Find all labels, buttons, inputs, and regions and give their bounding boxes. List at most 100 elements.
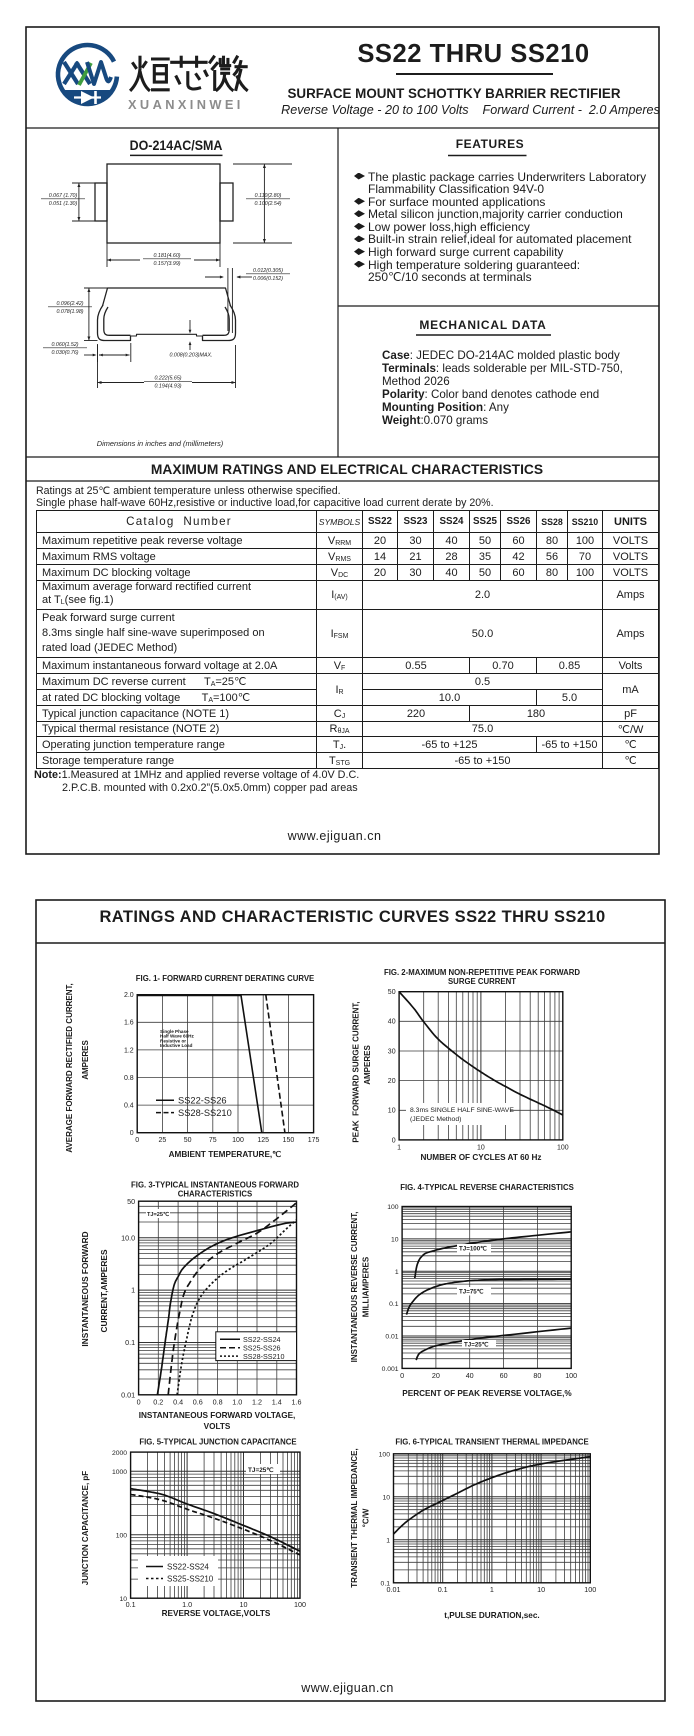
svg-text:0.01: 0.01 — [121, 1390, 135, 1399]
svg-text:0.051 (1.30): 0.051 (1.30) — [49, 201, 78, 207]
svg-text:0.001: 0.001 — [382, 1366, 399, 1373]
svg-text:2000: 2000 — [112, 1450, 127, 1457]
svg-text:1.4: 1.4 — [272, 1397, 282, 1406]
svg-text:10: 10 — [120, 1596, 128, 1603]
svg-text:t,PULSE DURATION,sec.: t,PULSE DURATION,sec. — [444, 1611, 539, 1620]
svg-text:MILLIAMPERES: MILLIAMPERES — [362, 1256, 371, 1317]
svg-text:0.1: 0.1 — [125, 1338, 135, 1347]
svg-text:100: 100 — [294, 1600, 306, 1609]
svg-text:0.030(0.76): 0.030(0.76) — [51, 350, 78, 356]
svg-text:0: 0 — [400, 1371, 404, 1380]
svg-text:10: 10 — [477, 1144, 485, 1151]
svg-text:REVERSE VOLTAGE,VOLTS: REVERSE VOLTAGE,VOLTS — [162, 1609, 271, 1618]
svg-text:0.8: 0.8 — [213, 1397, 223, 1406]
svg-text:75: 75 — [209, 1137, 217, 1144]
svg-text:0: 0 — [135, 1137, 139, 1144]
svg-text:SS22-SS26: SS22-SS26 — [178, 1096, 227, 1106]
svg-text:XUANXINWEI: XUANXINWEI — [128, 97, 244, 112]
svg-text:0.01: 0.01 — [387, 1585, 401, 1594]
svg-text:0: 0 — [130, 1130, 134, 1137]
svg-text:175: 175 — [308, 1137, 320, 1144]
svg-text:100: 100 — [116, 1532, 128, 1539]
svg-text:SS22-SS24: SS22-SS24 — [243, 1335, 281, 1344]
svg-text:INSTANTANEOUS REVERSE CURRENT,: INSTANTANEOUS REVERSE CURRENT, — [350, 1212, 359, 1363]
svg-text:0: 0 — [137, 1397, 141, 1406]
svg-text:CURRENT,AMPERES: CURRENT,AMPERES — [99, 1249, 109, 1332]
svg-text:0.4: 0.4 — [173, 1397, 183, 1406]
svg-text:Single Phase: Single Phase — [160, 1029, 189, 1034]
svg-text:SS25-SS26: SS25-SS26 — [243, 1343, 281, 1352]
svg-text:10: 10 — [537, 1585, 545, 1594]
svg-text:125: 125 — [257, 1137, 269, 1144]
svg-text:60: 60 — [500, 1371, 508, 1380]
svg-text:SS22-SS24: SS22-SS24 — [167, 1563, 209, 1572]
svg-text:Inductive Load: Inductive Load — [160, 1043, 193, 1048]
svg-text:100: 100 — [584, 1585, 596, 1594]
svg-text:0.157(3.99): 0.157(3.99) — [153, 261, 180, 267]
svg-text:TJ=25℃: TJ=25℃ — [248, 1467, 273, 1474]
svg-text:80: 80 — [533, 1371, 541, 1380]
svg-text:NUMBER OF CYCLES AT 60 Hz: NUMBER OF CYCLES AT 60 Hz — [420, 1153, 541, 1162]
svg-text:0.6: 0.6 — [193, 1397, 203, 1406]
svg-text:0.2: 0.2 — [153, 1397, 163, 1406]
svg-text:0.181(4.60): 0.181(4.60) — [153, 253, 180, 259]
svg-text:100: 100 — [565, 1371, 577, 1380]
svg-text:10.0: 10.0 — [121, 1233, 135, 1242]
svg-text:Resistive or: Resistive or — [160, 1038, 186, 1043]
svg-text:0: 0 — [392, 1137, 396, 1144]
svg-text:1.0: 1.0 — [182, 1600, 192, 1609]
svg-text:FIG. 3-TYPICAL INSTANTANEOUS F: FIG. 3-TYPICAL INSTANTANEOUS FORWARD — [131, 1181, 299, 1190]
svg-text:PERCENT OF PEAK REVERSE VOLTAG: PERCENT OF PEAK REVERSE VOLTAGE,% — [402, 1389, 572, 1398]
svg-text:150: 150 — [283, 1137, 295, 1144]
svg-text:AMPERES: AMPERES — [81, 1040, 90, 1080]
svg-text:0.8: 0.8 — [124, 1075, 134, 1082]
svg-text:°C/W: °C/W — [362, 1508, 371, 1527]
svg-text:1.6: 1.6 — [292, 1397, 302, 1406]
svg-text:50: 50 — [388, 989, 396, 996]
svg-text:0.078(1.98): 0.078(1.98) — [56, 309, 83, 315]
svg-text:10: 10 — [240, 1600, 248, 1609]
svg-text:100: 100 — [379, 1452, 391, 1459]
svg-text:SS28-SS210: SS28-SS210 — [243, 1352, 285, 1361]
svg-text:PEAK FORWARD SURGE CURRENT,: PEAK FORWARD SURGE CURRENT, — [352, 1001, 361, 1142]
svg-text:100: 100 — [387, 1204, 399, 1211]
svg-text:Half Wave 60Hz: Half Wave 60Hz — [160, 1034, 194, 1039]
svg-text:FIG. 2-MAXIMUM NON-REPETITIVE: FIG. 2-MAXIMUM NON-REPETITIVE PEAK FORWA… — [384, 968, 580, 977]
svg-text:TRANSIENT THERMAL IMPEDANCE,: TRANSIENT THERMAL IMPEDANCE, — [350, 1448, 359, 1587]
svg-text:8.3ms SINGLE HALF SINE-WAVE: 8.3ms SINGLE HALF SINE-WAVE — [410, 1107, 514, 1114]
svg-text:10: 10 — [391, 1236, 399, 1243]
svg-text:CHARACTERISTICS: CHARACTERISTICS — [178, 1190, 253, 1199]
svg-text:1: 1 — [131, 1286, 135, 1295]
svg-text:SS28-SS210: SS28-SS210 — [178, 1108, 232, 1118]
svg-text:0.096(2.42): 0.096(2.42) — [56, 301, 83, 307]
svg-text:AMPERES: AMPERES — [363, 1045, 372, 1085]
svg-text:100: 100 — [232, 1137, 244, 1144]
svg-text:50: 50 — [184, 1137, 192, 1144]
svg-text:0.1: 0.1 — [438, 1585, 448, 1594]
svg-text:0.1: 0.1 — [126, 1600, 136, 1609]
svg-text:FIG. 5-TYPICAL JUNCTION CAPACI: FIG. 5-TYPICAL JUNCTION CAPACITANCE — [139, 1438, 296, 1447]
svg-text:1: 1 — [397, 1144, 401, 1151]
svg-text:1: 1 — [490, 1585, 494, 1594]
svg-text:0.194(4.93): 0.194(4.93) — [154, 384, 181, 390]
svg-text:0.060(1.52): 0.060(1.52) — [51, 342, 78, 348]
svg-text:40: 40 — [466, 1371, 474, 1380]
svg-text:1.2: 1.2 — [124, 1047, 134, 1054]
svg-text:0.006(0.152): 0.006(0.152) — [253, 276, 283, 282]
svg-text:50: 50 — [127, 1197, 135, 1206]
svg-text:0.100(2.54): 0.100(2.54) — [254, 201, 281, 207]
svg-text:FIG. 4-TYPICAL REVERSE CHARACT: FIG. 4-TYPICAL REVERSE CHARACTERISTICS — [400, 1183, 574, 1192]
svg-text:0.1: 0.1 — [381, 1581, 391, 1588]
svg-text:VOLTS: VOLTS — [204, 1422, 231, 1431]
svg-text:TJ=25℃: TJ=25℃ — [464, 1342, 489, 1349]
svg-text:1.6: 1.6 — [124, 1020, 134, 1027]
svg-text:25: 25 — [159, 1137, 167, 1144]
svg-text:1: 1 — [395, 1269, 399, 1276]
svg-text:0.067 (1.70): 0.067 (1.70) — [49, 193, 78, 199]
svg-text:TJ=100℃: TJ=100℃ — [459, 1246, 487, 1253]
svg-text:1.2: 1.2 — [252, 1397, 262, 1406]
svg-text:0.01: 0.01 — [385, 1334, 398, 1341]
svg-text:10: 10 — [382, 1495, 390, 1502]
svg-text:AVERAGE FORWARD RECTIFIED CURR: AVERAGE FORWARD RECTIFIED CURRENT, — [65, 983, 74, 1153]
svg-text:AMBIENT TEMPERATURE,℃: AMBIENT TEMPERATURE,℃ — [169, 1150, 282, 1159]
